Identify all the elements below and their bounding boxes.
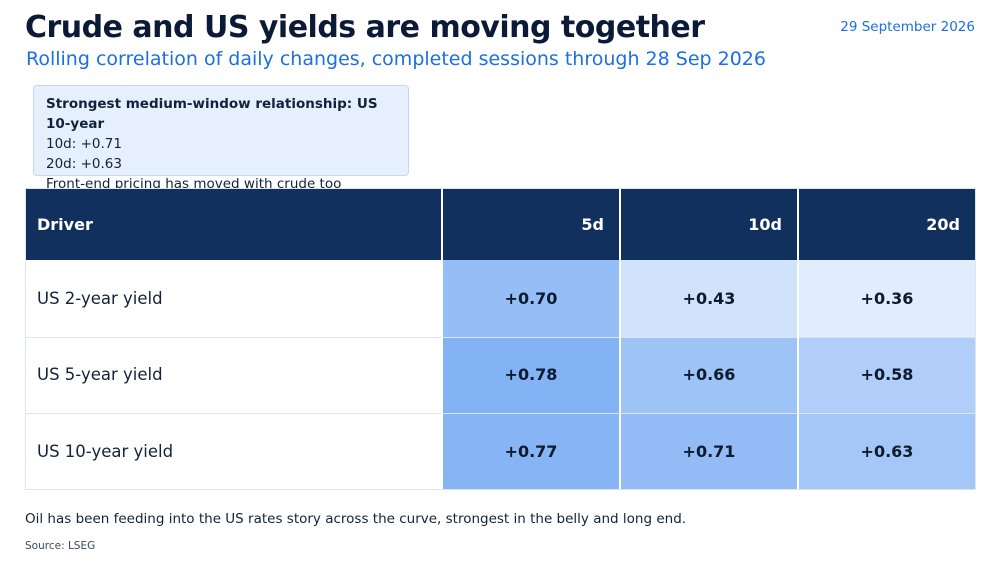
column-header-driver: Driver xyxy=(25,188,442,260)
row-label-us-2-year-yield: US 2-year yield xyxy=(25,260,442,337)
callout-box: Strongest medium-window relationship: US… xyxy=(33,85,409,192)
row-label-us-10-year-yield: US 10-year yield xyxy=(25,413,442,490)
heatmap-cell-us-2-year-yield-10d: +0.43 xyxy=(620,260,798,337)
column-divider xyxy=(619,188,621,490)
correlation-table: Driver 5d 10d 20d US 2-year yield +0.70 +0.43 +… xyxy=(25,188,976,490)
heatmap-cell-us-2-year-yield-5d: +0.70 xyxy=(442,260,620,337)
column-divider xyxy=(441,188,443,490)
heatmap-cell-us-10-year-yield-5d: +0.77 xyxy=(442,413,620,490)
heatmap-cell-us-5-year-yield-5d: +0.78 xyxy=(442,336,620,414)
callout-line-10d: 10d: +0.71 xyxy=(46,136,122,152)
row-label-us-5-year-yield: US 5-year yield xyxy=(25,336,442,414)
footer-note: Oil has been feeding into the US rates s… xyxy=(25,511,687,527)
callout-heading: Strongest medium-window relationship: US… xyxy=(46,96,378,132)
heatmap-cell-us-10-year-yield-10d: +0.71 xyxy=(620,413,798,490)
callout-line-20d: 20d: +0.63 xyxy=(46,156,122,172)
heatmap-cell-us-2-year-yield-20d: +0.36 xyxy=(798,260,976,337)
row-divider xyxy=(25,336,976,338)
report-date: 29 September 2026 xyxy=(840,19,975,35)
row-divider xyxy=(25,413,976,415)
column-header-10d: 10d xyxy=(620,188,798,260)
chart-title: Crude and US yields are moving together xyxy=(25,10,705,45)
heatmap-cell-us-5-year-yield-20d: +0.58 xyxy=(798,336,976,414)
column-divider xyxy=(797,188,799,490)
chart-subtitle: Rolling correlation of daily changes, co… xyxy=(26,48,766,70)
source-note: Source: LSEG xyxy=(25,540,96,552)
column-header-5d: 5d xyxy=(442,188,620,260)
column-header-20d: 20d xyxy=(798,188,976,260)
heatmap-cell-us-10-year-yield-20d: +0.63 xyxy=(798,413,976,490)
heatmap-cell-us-5-year-yield-10d: +0.66 xyxy=(620,336,798,414)
